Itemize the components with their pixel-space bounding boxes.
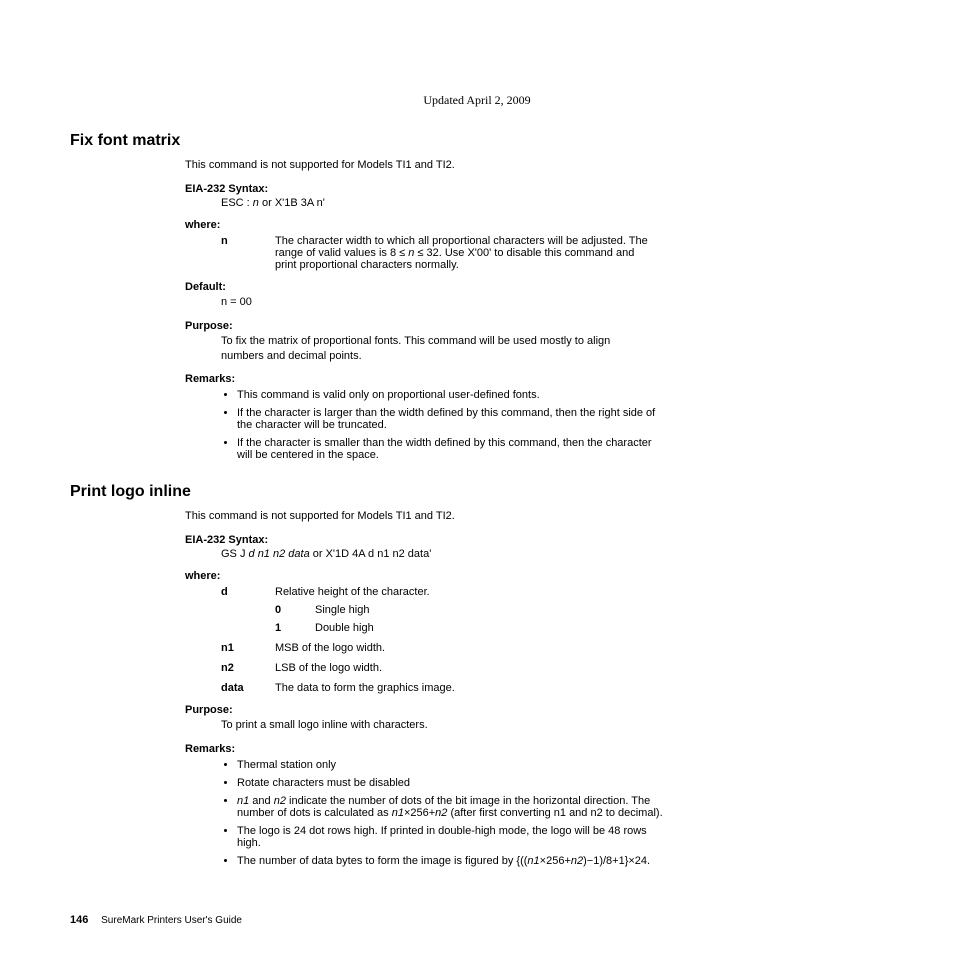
where-desc-n: The character width to which all proport… — [275, 235, 653, 271]
rem-ital-n1b: n1 — [392, 807, 404, 819]
default-text: n = 00 — [221, 295, 884, 310]
d-sublist: 0 Single high 1 Double high — [275, 604, 884, 634]
list-item: n1 and n2 indicate the number of dots of… — [237, 795, 667, 819]
list-item: This command is valid only on proportion… — [237, 389, 667, 401]
updated-date: Updated April 2, 2009 — [0, 93, 954, 108]
remarks-label: Remarks: — [185, 373, 884, 385]
remarks-label: Remarks: — [185, 743, 884, 755]
purpose-text: To fix the matrix of proportional fonts.… — [221, 334, 651, 364]
list-item: The number of data bytes to form the ima… — [237, 855, 667, 867]
rem-text: The number of data bytes to form the ima… — [237, 855, 527, 867]
where-desc-d: Relative height of the character. 0 Sing… — [275, 586, 884, 634]
syntax-vars: d n1 n2 data — [249, 548, 310, 560]
section-fix-font-matrix: This command is not supported for Models… — [185, 158, 884, 461]
list-item: Thermal station only — [237, 759, 667, 771]
where-label: where: — [185, 219, 884, 231]
default-label: Default: — [185, 281, 884, 293]
list-item: If the character is smaller than the wid… — [237, 437, 667, 461]
where-list: d Relative height of the character. 0 Si… — [221, 586, 884, 694]
syntax-prefix: ESC : — [221, 197, 253, 209]
book-title: SureMark Printers User's Guide — [101, 915, 242, 926]
rem-text: )−1)/8+1}×24. — [583, 855, 650, 867]
where-term-n1: n1 — [221, 642, 267, 654]
syntax-line: GS J d n1 n2 data or X'1D 4A d n1 n2 dat… — [221, 548, 884, 560]
where-term-n: n — [221, 235, 267, 271]
purpose-label: Purpose: — [185, 704, 884, 716]
rem-ital-n1: n1 — [527, 855, 539, 867]
purpose-text: To print a small logo inline with charac… — [221, 718, 884, 733]
where-desc-n2: LSB of the logo width. — [275, 662, 884, 674]
purpose-label: Purpose: — [185, 320, 884, 332]
sub-desc-0: Single high — [315, 604, 884, 616]
remarks-list: This command is valid only on proportion… — [185, 389, 884, 461]
rem-ital-n2: n2 — [571, 855, 583, 867]
syntax-line: ESC : n or X'1B 3A n' — [221, 197, 884, 209]
rem-text: and — [249, 795, 273, 807]
where-desc-n1: MSB of the logo width. — [275, 642, 884, 654]
list-item: Rotate characters must be disabled — [237, 777, 667, 789]
where-term-d: d — [221, 586, 267, 634]
syntax-suffix: or X'1B 3A n' — [259, 197, 325, 209]
syntax-prefix: GS J — [221, 548, 249, 560]
sub-desc-1: Double high — [315, 622, 884, 634]
page-number: 146 — [70, 914, 88, 926]
rem-text: (after first converting n1 and n2 to dec… — [447, 807, 662, 819]
intro-text: This command is not supported for Models… — [185, 509, 884, 524]
heading-print-logo-inline: Print logo inline — [70, 483, 884, 501]
where-label: where: — [185, 570, 884, 582]
rem-ital-n2b: n2 — [435, 807, 447, 819]
syntax-label: EIA-232 Syntax: — [185, 534, 884, 546]
sub-term-0: 0 — [275, 604, 307, 616]
section-print-logo-inline: This command is not supported for Models… — [185, 509, 884, 867]
intro-text: This command is not supported for Models… — [185, 158, 884, 173]
sub-term-1: 1 — [275, 622, 307, 634]
rem-text: ×256+ — [540, 855, 571, 867]
rem-text: ×256+ — [404, 807, 435, 819]
remarks-list: Thermal station only Rotate characters m… — [185, 759, 884, 867]
page: Updated April 2, 2009 Fix font matrix Th… — [0, 0, 954, 954]
syntax-suffix: or X'1D 4A d n1 n2 data' — [310, 548, 432, 560]
list-item: If the character is larger than the widt… — [237, 407, 667, 431]
list-item: The logo is 24 dot rows high. If printed… — [237, 825, 667, 849]
where-list: n The character width to which all propo… — [221, 235, 884, 271]
rem-ital-n2: n2 — [274, 795, 286, 807]
rem-ital-n1: n1 — [237, 795, 249, 807]
where-term-data: data — [221, 682, 267, 694]
where-desc-data: The data to form the graphics image. — [275, 682, 884, 694]
heading-fix-font-matrix: Fix font matrix — [70, 132, 884, 150]
where-desc-d-text: Relative height of the character. — [275, 586, 430, 598]
where-term-n2: n2 — [221, 662, 267, 674]
page-footer: 146 SureMark Printers User's Guide — [70, 914, 242, 926]
syntax-label: EIA-232 Syntax: — [185, 183, 884, 195]
